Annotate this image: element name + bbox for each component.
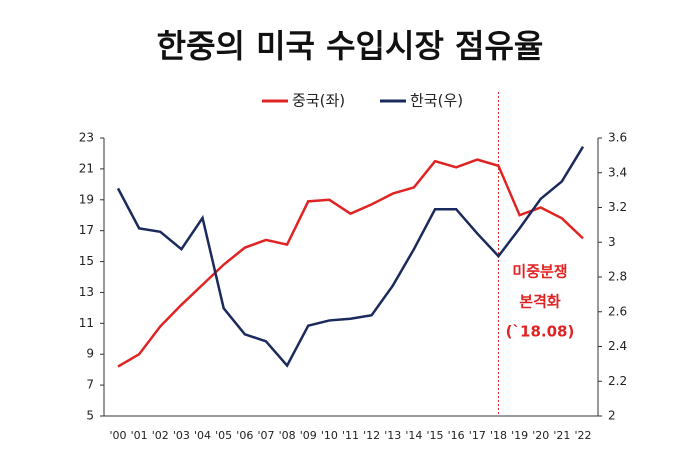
x-tick-label: '05 [215, 429, 232, 442]
y2-tick-label: 3 [608, 235, 616, 249]
y-tick-label: 9 [86, 347, 94, 361]
annotation: 본격화 [519, 293, 561, 311]
x-tick-label: '06 [236, 429, 253, 442]
x-tick-label: '19 [511, 429, 528, 442]
legend-label: 한국(우) [410, 92, 463, 110]
x-tick-label: '10 [321, 429, 338, 442]
x-tick-label: '21 [553, 429, 570, 442]
y2-tick-label: 3.4 [608, 165, 627, 179]
y2-tick-label: 2.6 [608, 304, 627, 318]
x-tick-label: '20 [532, 429, 549, 442]
x-tick-label: '16 [448, 429, 465, 442]
y-tick-label: 21 [79, 161, 94, 175]
annotation: 미중분쟁 [512, 263, 567, 281]
x-tick-label: '00 [109, 429, 126, 442]
x-tick-label: '17 [469, 429, 486, 442]
x-tick-label: '04 [194, 429, 211, 442]
x-tick-label: '02 [152, 429, 169, 442]
y-tick-label: 13 [79, 285, 94, 299]
y-tick-label: 17 [79, 223, 94, 237]
x-tick-label: '13 [384, 429, 401, 442]
x-tick-label: '15 [427, 429, 444, 442]
x-tick-label: '18 [490, 429, 507, 442]
x-tick-label: '11 [342, 429, 359, 442]
x-tick-label: '07 [257, 429, 274, 442]
legend-label: 중국(좌) [292, 92, 345, 110]
y2-tick-label: 3.6 [608, 131, 627, 145]
x-tick-label: '12 [363, 429, 380, 442]
y-tick-label: 23 [79, 131, 94, 145]
y2-tick-label: 2.4 [608, 339, 627, 353]
y2-tick-label: 3.2 [608, 200, 627, 214]
y-tick-label: 19 [79, 192, 94, 206]
y-tick-label: 15 [79, 254, 94, 268]
y-tick-label: 11 [79, 316, 94, 330]
x-tick-label: '14 [405, 429, 422, 442]
y2-tick-label: 2 [608, 409, 616, 423]
y-tick-label: 5 [86, 409, 94, 423]
annotation: (`18.08) [506, 323, 575, 341]
chart-title: 한중의 미국 수입시장 점유율 [157, 27, 544, 65]
line-series [116, 146, 585, 368]
x-tick-label: '22 [574, 429, 591, 442]
x-tick-label: '01 [131, 429, 148, 442]
x-tick-label: '03 [173, 429, 190, 442]
y-tick-label: 7 [86, 378, 94, 392]
x-tick-label: '09 [300, 429, 317, 442]
line-series [117, 158, 584, 368]
y2-tick-label: 2.2 [608, 374, 627, 388]
x-tick-label: '08 [279, 429, 296, 442]
y2-tick-label: 2.8 [608, 270, 627, 284]
